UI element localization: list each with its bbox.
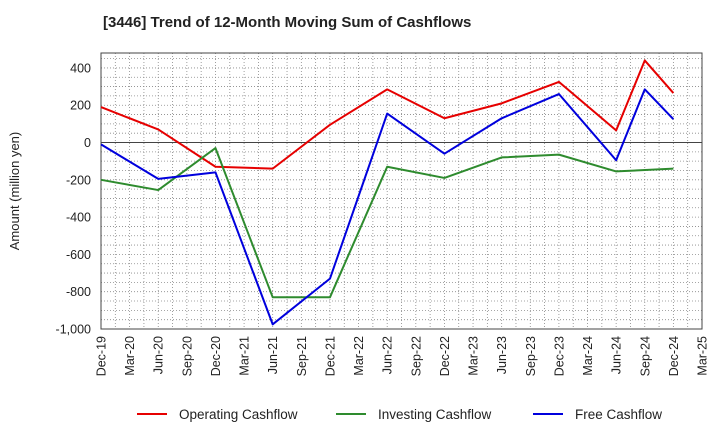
y-tick-label: -800 xyxy=(66,285,91,299)
x-tick-label: Mar-24 xyxy=(581,336,595,376)
x-tick-label: Mar-21 xyxy=(238,336,252,376)
x-tick-label: Sep-23 xyxy=(524,336,538,376)
x-tick-label: Sep-20 xyxy=(180,336,194,376)
x-tick-label: Mar-22 xyxy=(352,336,366,376)
y-tick-label: 400 xyxy=(70,61,91,75)
legend-label: Free Cashflow xyxy=(575,407,662,422)
series-line xyxy=(100,88,675,326)
y-tick-label: -200 xyxy=(66,173,91,187)
chart-title: [3446] Trend of 12-Month Moving Sum of C… xyxy=(103,14,472,31)
x-tick-label: Jun-24 xyxy=(610,336,624,374)
x-tick-label: Dec-21 xyxy=(323,336,337,376)
y-tick-label: -600 xyxy=(66,248,91,262)
x-tick-label: Mar-20 xyxy=(123,336,137,376)
y-tick-label: -1,000 xyxy=(56,323,91,337)
legend-label: Investing Cashflow xyxy=(378,407,492,422)
x-tick-label: Jun-20 xyxy=(152,336,166,374)
x-tick-label: Dec-23 xyxy=(552,336,566,376)
y-tick-label: 0 xyxy=(84,136,91,150)
series-line xyxy=(100,147,674,299)
plot-frame xyxy=(100,52,703,330)
series-line xyxy=(100,59,675,170)
y-axis-label: Amount (million yen) xyxy=(7,132,22,251)
x-tick-label: Jun-23 xyxy=(495,336,509,374)
x-tick-label: Dec-19 xyxy=(95,336,109,376)
x-tick-label: Dec-24 xyxy=(667,336,681,376)
y-tick-label: 200 xyxy=(70,99,91,113)
x-tick-label: Jun-22 xyxy=(381,336,395,374)
x-tick-label: Jun-21 xyxy=(266,336,280,374)
x-tick-label: Dec-20 xyxy=(209,336,223,376)
x-tick-label: Mar-23 xyxy=(467,336,481,376)
x-tick-label: Sep-24 xyxy=(638,336,652,376)
legend-label: Operating Cashflow xyxy=(179,407,298,422)
x-tick-label: Mar-25 xyxy=(696,336,710,376)
y-tick-label: -400 xyxy=(66,211,91,225)
x-tick-label: Sep-21 xyxy=(295,336,309,376)
x-tick-label: Dec-22 xyxy=(438,336,452,376)
x-tick-label: Sep-22 xyxy=(409,336,423,376)
